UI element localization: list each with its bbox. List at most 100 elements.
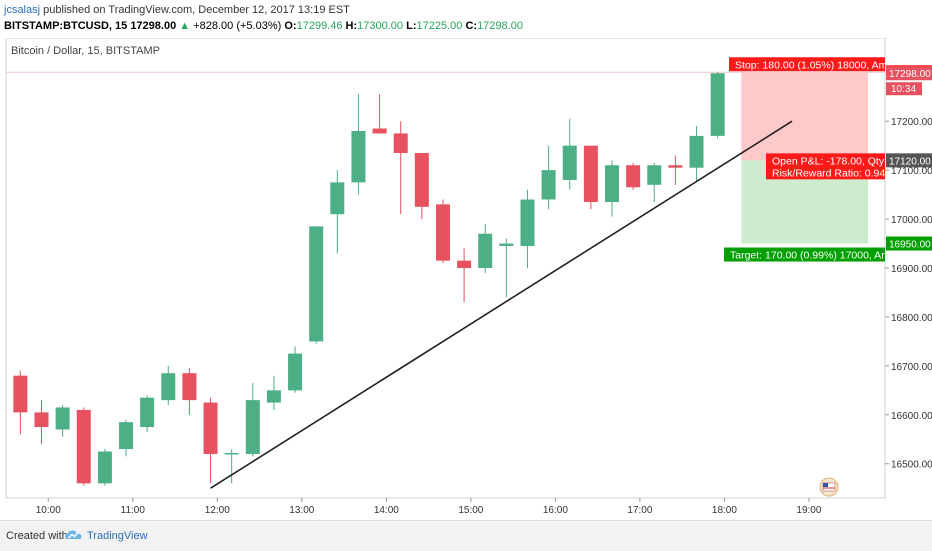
price-tag-label: 17120.00 xyxy=(889,156,931,167)
candle xyxy=(224,449,239,484)
price-chart[interactable]: Bitcoin / Dollar, 15, BITSTAMP 16500.00 16… xyxy=(0,37,932,518)
countdown-label: 10:34 xyxy=(891,84,916,95)
chart-frame[interactable]: Bitcoin / Dollar, 15, BITSTAMP 16500.00 16… xyxy=(0,37,932,518)
x-tick-label: 14:00 xyxy=(374,505,399,516)
target-label-bg xyxy=(724,247,885,262)
candle-body xyxy=(520,199,535,246)
trendline xyxy=(210,120,793,489)
high-label: H: xyxy=(345,20,358,32)
pnl-label-text: Open P&L: -178.00, Qty: xyxy=(772,155,887,167)
candle xyxy=(203,397,218,484)
up-arrow-icon: ▲ xyxy=(179,20,191,32)
stop-zone xyxy=(741,72,869,161)
low-label: L: xyxy=(406,20,417,32)
y-tick-label: 16700.00 xyxy=(891,362,932,373)
candle xyxy=(457,248,472,303)
candle xyxy=(140,395,155,432)
candle-body xyxy=(583,145,598,202)
x-tick-label: 11:00 xyxy=(121,505,146,516)
y-tick-label: 17100.00 xyxy=(891,166,932,177)
pnl-label-text: Risk/Reward Ratio: 0.94 xyxy=(772,167,885,179)
candle-body xyxy=(55,407,70,430)
tradingview-logo-icon[interactable] xyxy=(64,527,84,548)
candle-body xyxy=(140,397,155,428)
chart-title: Bitcoin / Dollar, 15, BITSTAMP xyxy=(11,45,160,57)
candle xyxy=(76,407,91,486)
x-tick-label: 13:00 xyxy=(289,505,314,516)
candle xyxy=(55,405,70,437)
candle-body xyxy=(647,165,662,185)
candle xyxy=(372,94,387,134)
candle xyxy=(689,126,704,183)
chart-header: jcsalasj published on TradingView.com, D… xyxy=(0,0,932,38)
candle-body xyxy=(457,260,472,268)
price-tag-bg xyxy=(886,236,932,251)
x-tick-label: 12:00 xyxy=(205,505,230,516)
symbol-label: BITSTAMP:BTCUSD, 15 xyxy=(4,20,128,32)
candle-body xyxy=(309,226,324,342)
candle-body xyxy=(266,390,281,403)
candle-body xyxy=(435,204,450,261)
x-tick-label: 16:00 xyxy=(543,505,568,516)
candle-body xyxy=(119,422,134,450)
us-flag-icon-canton xyxy=(823,483,828,487)
candle xyxy=(330,170,345,254)
close-label: C: xyxy=(465,20,478,32)
candle xyxy=(119,419,134,457)
x-tick-label: 19:00 xyxy=(796,505,821,516)
target-label: Target: 170.00 (0.99%) 17000, Am xyxy=(724,247,890,262)
candle-body xyxy=(330,182,345,215)
countdown-bg xyxy=(886,82,922,96)
ohlc-line: BITSTAMP:BTCUSD, 15 17298.00 ▲ +828.00 (… xyxy=(4,20,523,32)
candle-body xyxy=(668,165,683,168)
x-tick-label: 17:00 xyxy=(627,505,652,516)
candle xyxy=(626,162,641,190)
candle-body xyxy=(245,400,260,454)
candle-body xyxy=(288,353,303,391)
candle xyxy=(161,365,176,406)
candle xyxy=(97,449,112,486)
price-tag: 16950.00 xyxy=(886,236,932,251)
candle xyxy=(520,189,535,268)
candle-body xyxy=(605,165,620,202)
price-tag-bg xyxy=(886,153,932,168)
candle xyxy=(499,238,514,298)
y-tick-label: 17200.00 xyxy=(891,117,932,128)
y-tick-label: 16800.00 xyxy=(891,313,932,324)
candle-body xyxy=(372,128,387,134)
candle-body xyxy=(76,409,91,484)
y-tick-label: 17000.00 xyxy=(891,215,932,226)
candle-body xyxy=(182,373,197,401)
candle-body xyxy=(203,402,218,454)
stop-label-text: Stop: 180.00 (1.05%) 18000, Am xyxy=(735,59,888,71)
tradingview-brand[interactable]: TradingView xyxy=(87,530,148,542)
candle xyxy=(478,223,493,273)
change-text: +828.00 (+5.03%) xyxy=(193,20,282,32)
price-tag: 17298.00 xyxy=(886,66,932,81)
candle xyxy=(34,400,49,445)
created-with-text: Created with xyxy=(6,530,68,542)
candle-body xyxy=(97,451,112,484)
candle-body xyxy=(13,375,28,413)
author-link[interactable]: jcsalasj xyxy=(4,4,41,16)
published-text: published on TradingView.com, December 1… xyxy=(43,4,350,16)
candle-body xyxy=(351,130,366,183)
price-tag: 17120.00 xyxy=(886,153,932,168)
candle-body xyxy=(626,165,641,188)
y-tick-label: 16500.00 xyxy=(891,460,932,471)
candle xyxy=(309,226,324,344)
publish-line: jcsalasj published on TradingView.com, D… xyxy=(4,4,350,16)
candle-body xyxy=(393,133,408,153)
last-price: 17298.00 xyxy=(130,20,177,32)
candle xyxy=(710,72,725,139)
candle xyxy=(414,153,429,220)
candle xyxy=(13,370,28,435)
x-tick-label: 15:00 xyxy=(458,505,483,516)
high-value: 17300.00 xyxy=(357,20,404,32)
candle-body xyxy=(34,412,49,428)
price-tag-label: 16950.00 xyxy=(889,240,931,251)
stop-label-bg xyxy=(729,57,885,72)
candle xyxy=(351,94,366,195)
candle xyxy=(288,346,303,393)
candle-body xyxy=(689,135,704,168)
